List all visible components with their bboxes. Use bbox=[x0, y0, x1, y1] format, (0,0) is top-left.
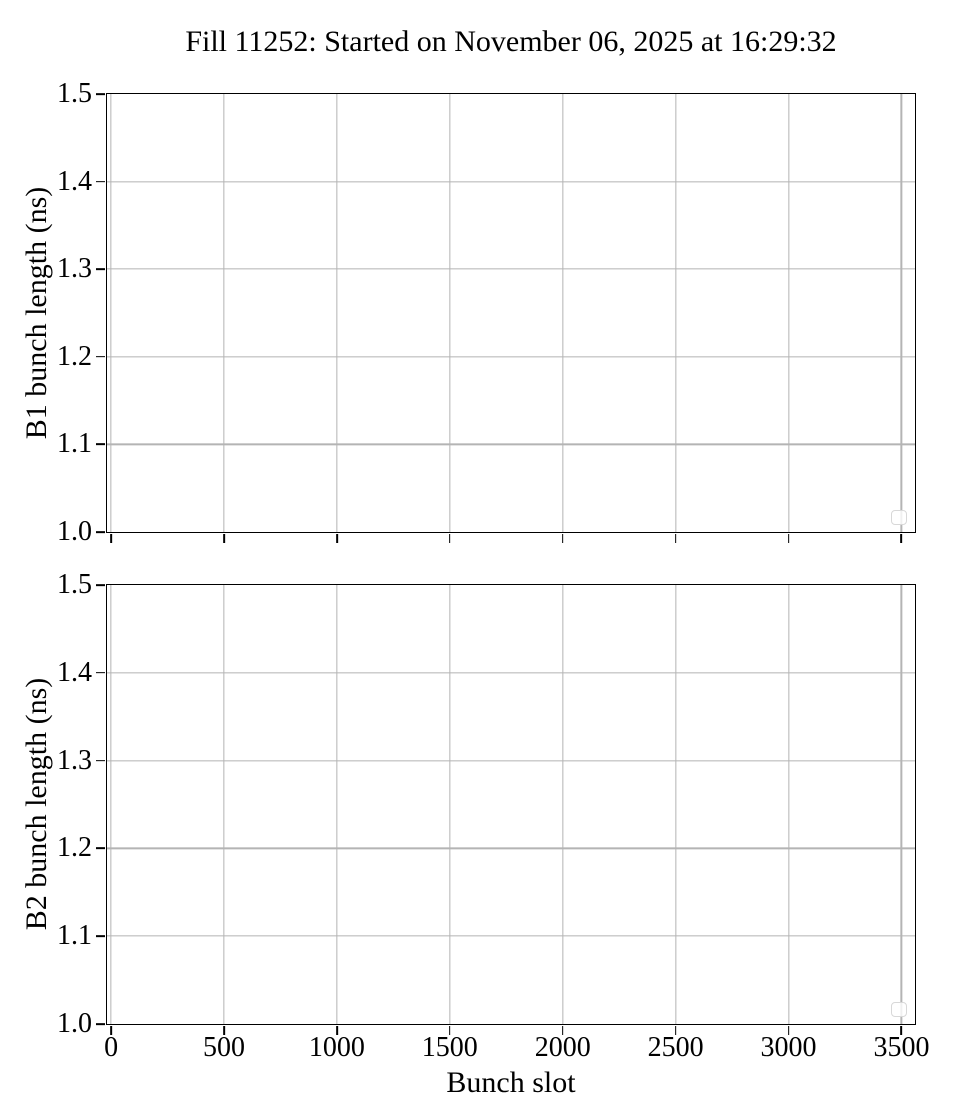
gridline-x-1500 bbox=[449, 94, 451, 532]
x-tick-mark bbox=[223, 1026, 225, 1035]
y-tick-mark bbox=[96, 1023, 105, 1025]
x-tick-label: 500 bbox=[202, 1032, 245, 1063]
gridline-x-1500 bbox=[449, 585, 451, 1024]
x-tick-mark bbox=[223, 534, 225, 543]
y-tick-mark bbox=[96, 443, 105, 446]
y-tick-label: 1.2 bbox=[57, 832, 92, 864]
gridline-y-1.1 bbox=[107, 443, 915, 446]
gridline-y-1.4 bbox=[107, 180, 915, 183]
y-tick-label: 1.0 bbox=[57, 1008, 92, 1039]
x-axis-label: Bunch slot bbox=[446, 1066, 576, 1099]
y-tick-label: 1.5 bbox=[57, 78, 92, 109]
x-tick-label: 1000 bbox=[308, 1032, 365, 1063]
gridline-y-1.4 bbox=[107, 672, 915, 674]
gridline-y-1.3 bbox=[107, 268, 915, 270]
legend-box bbox=[891, 510, 907, 525]
y-tick-mark bbox=[96, 180, 105, 183]
gridline-x-2500 bbox=[674, 94, 677, 532]
y-tick-mark bbox=[96, 671, 105, 674]
x-tick-mark bbox=[674, 534, 677, 543]
x-tick-label: 0 bbox=[104, 1032, 119, 1063]
y-tick-label: 1.4 bbox=[57, 165, 92, 197]
x-tick-mark bbox=[110, 534, 112, 543]
y-tick-label: 1.0 bbox=[57, 516, 92, 547]
legend-box bbox=[891, 1002, 907, 1017]
x-tick-mark bbox=[787, 1026, 790, 1035]
y-axis-label-b2: B2 bunch length (ns) bbox=[20, 677, 53, 931]
gridline-x-2500 bbox=[674, 585, 677, 1024]
y-tick-mark bbox=[96, 355, 105, 358]
x-tick-mark bbox=[336, 1026, 338, 1035]
gridline-y-1.3 bbox=[107, 759, 915, 762]
gridline-x-2000 bbox=[562, 585, 564, 1024]
gridline-y-1.2 bbox=[107, 356, 915, 358]
y-tick-mark bbox=[96, 847, 105, 850]
gridline-x-1000 bbox=[336, 94, 338, 532]
x-tick-mark bbox=[787, 534, 790, 543]
y-tick-label: 1.3 bbox=[57, 253, 92, 285]
gridline-x-2000 bbox=[562, 94, 564, 532]
x-tick-mark bbox=[674, 1026, 677, 1035]
figure-title: Fill 11252: Started on November 06, 2025… bbox=[185, 25, 837, 58]
y-tick-mark bbox=[96, 935, 105, 938]
x-tick-mark bbox=[561, 1026, 564, 1035]
gridline-x-0 bbox=[110, 94, 112, 532]
y-tick-label: 1.4 bbox=[57, 656, 92, 688]
x-tick-mark bbox=[448, 534, 451, 543]
y-tick-mark bbox=[96, 531, 105, 533]
y-tick-mark bbox=[96, 584, 105, 586]
x-tick-label: 1500 bbox=[421, 1032, 478, 1063]
x-tick-label: 2500 bbox=[647, 1032, 704, 1063]
x-tick-label: 3000 bbox=[760, 1032, 817, 1063]
gridline-x-3000 bbox=[787, 585, 790, 1024]
gridline-x-500 bbox=[223, 94, 225, 532]
gridline-y-1.2 bbox=[107, 847, 915, 850]
y-axis-label-b1: B1 bunch length (ns) bbox=[20, 186, 53, 440]
x-tick-mark bbox=[900, 534, 903, 543]
gridline-x-1000 bbox=[336, 585, 338, 1024]
x-tick-mark bbox=[110, 1026, 112, 1035]
gridline-x-3500 bbox=[900, 585, 903, 1024]
plot-axes-b1: 1.0 1.1 1.2 1.3 1.4 1.5 bbox=[57, 80, 916, 546]
gridline-x-3500 bbox=[900, 94, 903, 532]
y-tick-label: 1.2 bbox=[57, 340, 92, 372]
y-tick-label: 1.1 bbox=[57, 428, 92, 460]
y-tick-mark bbox=[96, 759, 105, 762]
gridline-x-0 bbox=[110, 585, 112, 1024]
y-tick-mark bbox=[96, 268, 105, 271]
y-tick-label: 1.5 bbox=[57, 569, 92, 600]
x-tick-mark bbox=[448, 1026, 451, 1035]
plot-axes-b2: 0 500 1000 1500 2000 2500 3000 3500 1.0 1.1 1.2 1.3… bbox=[57, 571, 929, 1062]
x-tick-mark bbox=[336, 534, 338, 543]
gridline-x-500 bbox=[223, 585, 225, 1024]
gridline-y-1.1 bbox=[107, 935, 915, 937]
gridline-x-3000 bbox=[787, 94, 790, 532]
x-tick-label: 3500 bbox=[873, 1032, 930, 1063]
x-tick-mark bbox=[900, 1026, 903, 1035]
x-tick-label: 2000 bbox=[534, 1032, 591, 1063]
y-tick-mark bbox=[96, 93, 105, 95]
y-tick-label: 1.3 bbox=[57, 744, 92, 776]
x-tick-mark bbox=[561, 534, 564, 543]
y-tick-label: 1.1 bbox=[57, 920, 92, 952]
